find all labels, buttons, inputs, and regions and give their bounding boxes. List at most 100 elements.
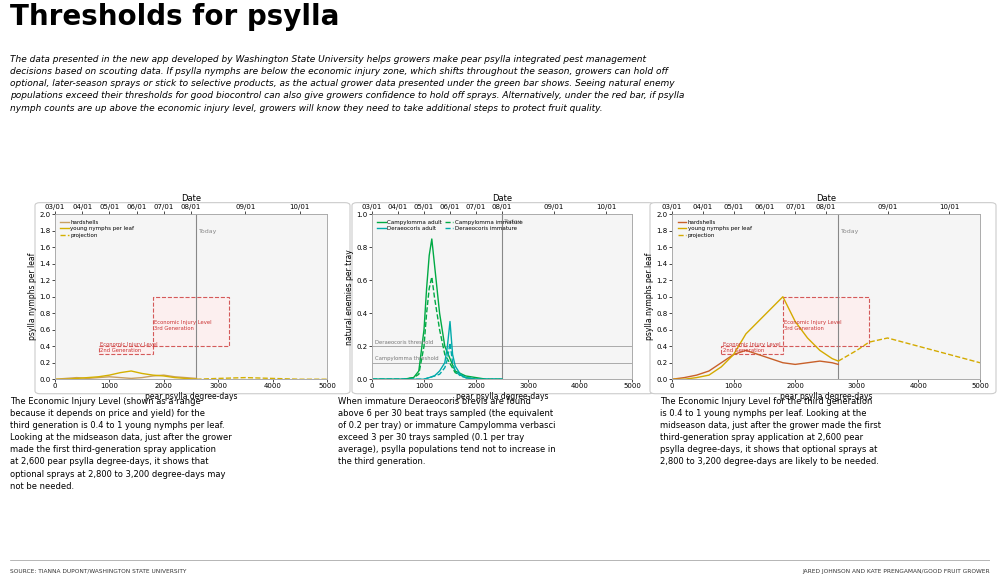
young nymphs per leaf [691,374,703,381]
Legend: hardshells, young nymphs per leaf, projection: hardshells, young nymphs per leaf, proje… [678,220,752,237]
Bar [783,297,869,346]
young nymphs per leaf [136,370,148,377]
Deraeocoris immature [460,374,472,381]
Line: Campylomma adult: Campylomma adult [372,239,502,379]
young nymphs per leaf [740,331,752,338]
Campylomma adult [426,236,438,243]
X-axis label: Date: Date [492,195,512,203]
Text: Data indicates no additional sprays needed.: Data indicates no additional sprays need… [194,186,452,197]
hardshells [103,373,115,380]
projection [267,375,279,382]
young nymphs per leaf [103,372,115,379]
Deraeocoris adult [423,374,435,381]
Text: JARED JOHNSON AND KATE PRENGAMAN/GOOD FRUIT GROWER: JARED JOHNSON AND KATE PRENGAMAN/GOOD FR… [802,569,990,574]
Campylomma immature [449,369,461,376]
Campylomma adult [439,343,451,350]
projection [912,343,924,350]
hardshells [158,372,170,379]
young nymphs per leaf [777,294,789,301]
Text: Economic Injury Level
2nd Generation: Economic Injury Level 2nd Generation [723,342,780,353]
hardshells [691,372,703,379]
hardshells [703,368,715,375]
Line: Deraeocoris immature: Deraeocoris immature [372,343,502,379]
hardshells [190,375,202,382]
hardshells [147,372,159,379]
Line: projection: projection [196,378,327,379]
hardshells [752,351,764,358]
Campylomma immature [421,310,433,317]
Deraeocoris adult [434,368,446,375]
Text: Today: Today [199,229,217,234]
Campylomma immature [366,376,378,383]
young nymphs per leaf [789,318,801,325]
hardshells [49,376,61,383]
Campylomma adult [408,374,420,381]
hardshells [82,375,94,382]
Deraeocoris immature [441,356,453,363]
young nymphs per leaf [60,376,72,383]
X-axis label: Date: Date [181,195,201,203]
hardshells [114,374,126,381]
Deraeocoris adult [454,371,466,378]
hardshells [740,347,752,354]
projection [832,358,844,365]
projection [974,359,986,367]
X-axis label: pear psylla degree-days: pear psylla degree-days [780,392,872,401]
Y-axis label: psylla nymphs per leaf: psylla nymphs per leaf [28,253,37,340]
Campylomma immature [418,343,430,350]
Deraeocoris immature [447,359,459,367]
Campylomma immature [470,376,482,383]
Deraeocoris immature [434,371,446,378]
projection [851,347,863,354]
Deraeocoris adult [470,376,482,383]
Campylomma immature [480,376,492,383]
Deraeocoris adult [408,376,420,383]
Deraeocoris adult [449,362,461,369]
Campylomma adult [421,285,433,292]
young nymphs per leaf [114,369,126,376]
Deraeocoris adult [428,372,440,379]
Campylomma adult [366,376,378,383]
young nymphs per leaf [49,376,61,383]
young nymphs per leaf [93,373,105,380]
Campylomma immature [428,294,440,301]
Deraeocoris immature [480,376,492,383]
projection [294,376,306,383]
projection [943,351,955,358]
Text: Campylomma threshold: Campylomma threshold [375,356,438,361]
hardshells [728,351,740,358]
Text: Thresholds for psylla: Thresholds for psylla [10,3,339,31]
Text: Psylla pressure is in the danger threshold. Additional
treatment needed to prote: Psylla pressure is in the danger thresho… [677,182,961,201]
Text: The Economic Injury Level for the third generation
is 0.4 to 1 young nymphs per : The Economic Injury Level for the third … [660,397,881,466]
projection [239,374,251,381]
Text: SOURCE: TIANNA DUPONT/WASHINGTON STATE UNIVERSITY: SOURCE: TIANNA DUPONT/WASHINGTON STATE U… [10,569,186,574]
X-axis label: pear psylla degree-days: pear psylla degree-days [456,392,548,401]
young nymphs per leaf [71,375,83,382]
young nymphs per leaf [678,376,690,383]
Campylomma adult [423,252,435,259]
hardshells [802,359,814,367]
Text: Deraeocoris threshold: Deraeocoris threshold [375,340,433,345]
Y-axis label: psylla nymphs per leaf: psylla nymphs per leaf [645,253,654,340]
Line: hardshells: hardshells [55,375,196,379]
Campylomma immature [423,285,435,292]
X-axis label: Date: Date [816,195,836,203]
Line: young nymphs per leaf: young nymphs per leaf [55,371,196,379]
projection [190,376,202,383]
hardshells [832,361,844,368]
Deraeocoris adult [441,343,453,350]
Campylomma immature [434,327,446,334]
Deraeocoris immature [408,376,420,383]
Deraeocoris adult [480,376,492,383]
young nymphs per leaf [752,318,764,325]
Campylomma immature [426,273,438,280]
X-axis label: pear psylla degree-days: pear psylla degree-days [145,392,237,401]
young nymphs per leaf [814,347,826,354]
hardshells [60,375,72,382]
projection [321,376,333,383]
young nymphs per leaf [728,351,740,358]
Legend: hardshells, young nymphs per leaf, projection: hardshells, young nymphs per leaf, proje… [60,220,134,237]
Campylomma adult [434,310,446,317]
Deraeocoris immature [470,376,482,383]
hardshells [125,375,137,382]
